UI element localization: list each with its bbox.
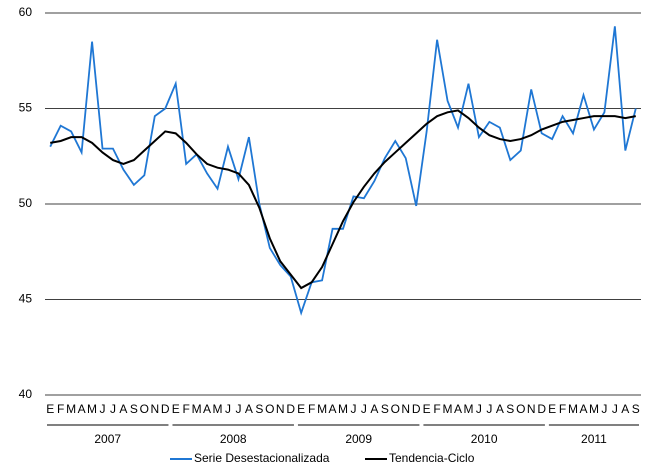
x-tick-label: E bbox=[423, 402, 431, 416]
x-tick-label: N bbox=[527, 402, 536, 416]
legend-label: Serie Desestacionalizada bbox=[194, 451, 330, 465]
x-tick-label: D bbox=[161, 402, 170, 416]
x-tick-label: E bbox=[297, 402, 305, 416]
x-tick-label: J bbox=[612, 402, 618, 416]
year-label: 2009 bbox=[345, 432, 372, 446]
y-tick-label: 40 bbox=[19, 387, 33, 401]
x-tick-label: S bbox=[255, 402, 263, 416]
x-tick-label: D bbox=[286, 402, 295, 416]
x-tick-label: S bbox=[506, 402, 514, 416]
y-tick-label: 60 bbox=[19, 5, 33, 19]
x-tick-label: M bbox=[192, 402, 202, 416]
year-label: 2008 bbox=[220, 432, 247, 446]
x-tick-label: A bbox=[579, 402, 587, 416]
x-tick-label: J bbox=[110, 402, 116, 416]
x-tick-label: J bbox=[476, 402, 482, 416]
legend-label: Tendencia-Ciclo bbox=[389, 451, 475, 465]
x-tick-label: A bbox=[454, 402, 462, 416]
x-tick-label: E bbox=[46, 402, 54, 416]
x-tick-label: J bbox=[601, 402, 607, 416]
year-label: 2010 bbox=[471, 432, 498, 446]
x-tick-label: A bbox=[496, 402, 504, 416]
x-tick-label: J bbox=[225, 402, 231, 416]
x-tick-label: F bbox=[559, 402, 566, 416]
x-tick-label: S bbox=[130, 402, 138, 416]
x-tick-label: F bbox=[308, 402, 315, 416]
x-tick-label: O bbox=[391, 402, 400, 416]
x-tick-label: M bbox=[463, 402, 473, 416]
x-tick-label: O bbox=[516, 402, 525, 416]
x-tick-label: N bbox=[150, 402, 159, 416]
series-line bbox=[50, 109, 636, 290]
x-tick-label: S bbox=[381, 402, 389, 416]
x-tick-label: A bbox=[203, 402, 211, 416]
x-tick-label: M bbox=[443, 402, 453, 416]
x-tick-label: J bbox=[361, 402, 367, 416]
x-tick-label: O bbox=[140, 402, 149, 416]
x-tick-label: F bbox=[57, 402, 64, 416]
x-tick-label: A bbox=[78, 402, 86, 416]
x-tick-label: E bbox=[548, 402, 556, 416]
x-tick-label: M bbox=[317, 402, 327, 416]
x-tick-label: A bbox=[370, 402, 378, 416]
x-tick-label: M bbox=[338, 402, 348, 416]
x-tick-label: J bbox=[100, 402, 106, 416]
x-tick-label: N bbox=[276, 402, 285, 416]
x-tick-label: O bbox=[265, 402, 274, 416]
y-tick-label: 50 bbox=[19, 196, 33, 210]
x-tick-label: M bbox=[589, 402, 599, 416]
series-line bbox=[49, 26, 637, 316]
x-tick-label: D bbox=[412, 402, 421, 416]
x-tick-label: M bbox=[568, 402, 578, 416]
x-tick-label: D bbox=[537, 402, 546, 416]
x-tick-label: A bbox=[119, 402, 127, 416]
x-tick-label: E bbox=[172, 402, 180, 416]
x-tick-label: J bbox=[486, 402, 492, 416]
x-tick-label: F bbox=[433, 402, 440, 416]
x-tick-label: A bbox=[621, 402, 629, 416]
year-label: 2007 bbox=[94, 432, 121, 446]
x-tick-label: S bbox=[632, 402, 640, 416]
x-tick-label: A bbox=[245, 402, 253, 416]
x-tick-label: J bbox=[350, 402, 356, 416]
x-tick-label: M bbox=[87, 402, 97, 416]
x-tick-label: M bbox=[66, 402, 76, 416]
x-tick-label: A bbox=[329, 402, 337, 416]
x-tick-label: F bbox=[182, 402, 189, 416]
x-tick-label: N bbox=[401, 402, 410, 416]
year-label: 2011 bbox=[581, 432, 607, 446]
y-tick-label: 45 bbox=[19, 292, 33, 306]
x-tick-label: M bbox=[213, 402, 223, 416]
x-tick-label: J bbox=[235, 402, 241, 416]
y-tick-label: 55 bbox=[19, 101, 33, 115]
